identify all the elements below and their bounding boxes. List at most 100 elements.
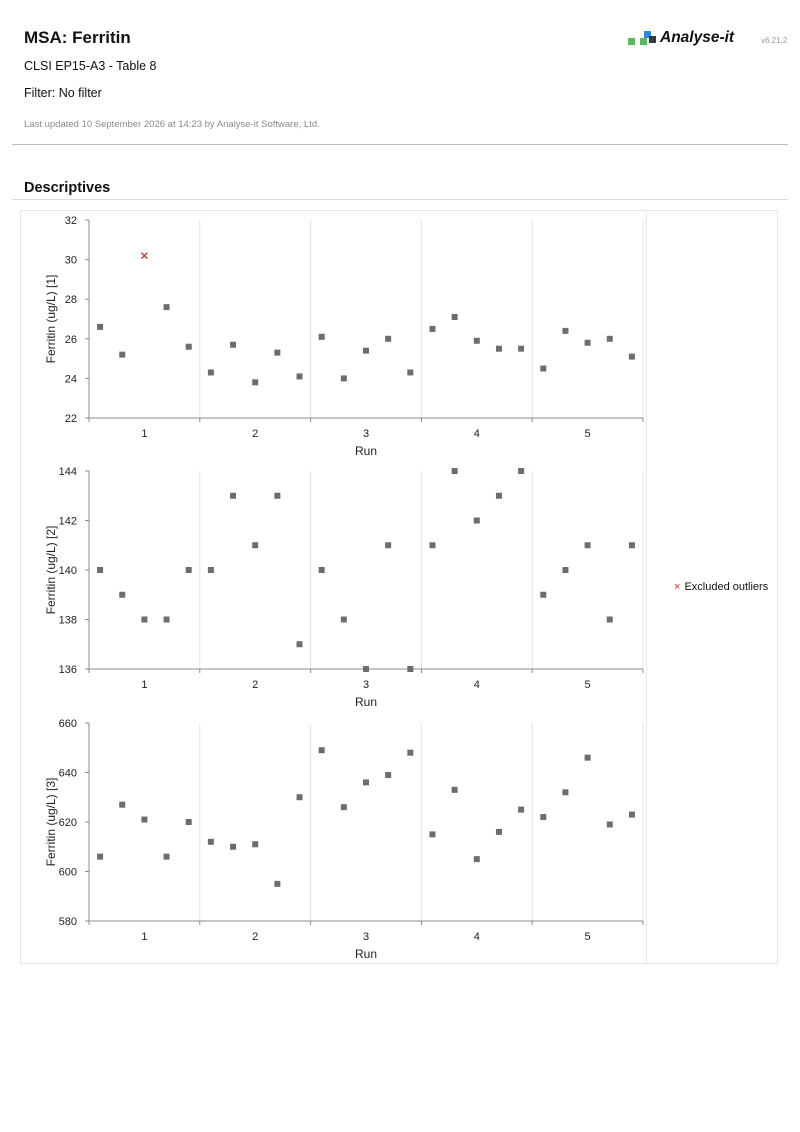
- data-point: [141, 816, 148, 823]
- data-point: [429, 831, 436, 838]
- x-tick-label: 4: [474, 931, 480, 943]
- x-tick-label: 3: [363, 931, 369, 943]
- y-tick-label: 22: [65, 413, 77, 425]
- data-point: [207, 838, 214, 845]
- y-axis-title: Ferritin (ug/L) [3]: [44, 778, 58, 867]
- y-tick-label: 142: [59, 516, 77, 528]
- data-point: [385, 335, 392, 342]
- chart-1: 22 24 26 28 30 32 1 2 3 4 5 Run Ferritin (ug/L) [1]: [44, 215, 644, 458]
- header-divider: [12, 144, 788, 145]
- data-point: [495, 828, 502, 835]
- y-tick-label: 138: [59, 615, 77, 627]
- data-point: [97, 323, 104, 330]
- data-point: [451, 786, 458, 793]
- x-tick-label: 5: [585, 931, 591, 943]
- y-tick-label: 620: [59, 817, 77, 829]
- data-point: [628, 353, 635, 360]
- data-point: [407, 749, 414, 756]
- x-axis-title: Run: [355, 947, 377, 961]
- data-point: [318, 747, 325, 754]
- excluded-outlier-marker-icon: ×: [674, 581, 681, 593]
- data-point: [318, 567, 325, 573]
- y-tick-label: 580: [59, 916, 77, 928]
- excluded-point: [140, 252, 148, 260]
- data-point: [274, 349, 281, 356]
- data-point: [340, 375, 347, 382]
- data-point: [363, 666, 369, 672]
- last-updated-text: Last updated 10 September 2026 at 14:23 …: [24, 119, 320, 130]
- data-point: [97, 853, 104, 860]
- legend-divider: [646, 210, 647, 964]
- data-point: [274, 880, 281, 887]
- section-title: Descriptives: [24, 180, 111, 196]
- data-point: [407, 369, 414, 376]
- data-point: [318, 333, 325, 340]
- data-point: [207, 369, 214, 376]
- data-point: [628, 811, 635, 818]
- x-axis-title: Run: [355, 695, 377, 709]
- legend: × Excluded outliers: [674, 581, 768, 593]
- x-tick-label: 2: [252, 931, 258, 943]
- data-point: [230, 492, 237, 499]
- x-axis-title: Run: [355, 444, 377, 458]
- data-point: [230, 341, 237, 348]
- data-point: [495, 345, 502, 352]
- data-point: [163, 853, 170, 860]
- version-label: v6.21.2: [761, 36, 788, 45]
- data-point: [628, 542, 635, 549]
- x-tick-label: 5: [585, 679, 591, 691]
- data-point: [451, 314, 458, 321]
- y-tick-label: 600: [59, 867, 77, 879]
- data-point: [606, 821, 613, 828]
- y-tick-label: 24: [65, 373, 77, 385]
- data-point: [296, 794, 303, 801]
- data-point: [252, 841, 259, 848]
- data-point: [296, 373, 303, 380]
- data-point: [119, 591, 126, 598]
- data-point: [274, 492, 281, 499]
- data-point: [119, 801, 126, 808]
- data-point: [207, 567, 214, 573]
- data-point: [584, 754, 591, 761]
- data-point: [584, 339, 591, 346]
- data-point: [385, 771, 392, 778]
- x-tick-label: 1: [141, 679, 147, 691]
- x-tick-label: 3: [363, 428, 369, 440]
- data-point: [540, 814, 547, 821]
- data-point: [119, 351, 126, 358]
- data-point: [540, 591, 547, 598]
- data-point: [562, 327, 569, 334]
- data-point: [473, 517, 480, 524]
- data-point: [495, 492, 502, 499]
- data-point: [584, 542, 591, 549]
- data-point: [451, 468, 458, 474]
- data-point: [518, 806, 525, 813]
- data-point: [363, 779, 369, 786]
- brand-name: Analyse-it: [660, 29, 735, 46]
- data-point: [606, 616, 613, 623]
- charts-panel: [20, 210, 778, 964]
- data-point: [562, 789, 569, 796]
- y-tick-label: 144: [59, 466, 77, 478]
- data-point: [97, 567, 104, 573]
- y-tick-label: 640: [59, 768, 77, 780]
- data-point: [473, 856, 480, 863]
- data-point: [518, 345, 525, 352]
- x-tick-label: 3: [363, 679, 369, 691]
- x-tick-label: 4: [474, 428, 480, 440]
- filter-label: Filter: No filter: [24, 86, 102, 100]
- logo-mark-icon: [628, 29, 656, 47]
- data-point: [385, 542, 392, 549]
- y-tick-label: 660: [59, 718, 77, 730]
- data-point: [340, 616, 347, 623]
- data-point: [141, 616, 148, 623]
- chart-3: 580 600 620 640 660 1 2 3 4 5 Run Ferritin (ug/L) […: [44, 718, 644, 961]
- brand-logo: Analyse-it: [628, 28, 734, 48]
- x-tick-label: 2: [252, 428, 258, 440]
- x-tick-label: 4: [474, 679, 480, 691]
- chart-2: 136 138 140 142 144 1 2 3 4 5 Run Ferritin (ug/L) […: [44, 466, 644, 709]
- data-point: [185, 567, 192, 573]
- x-tick-label: 1: [141, 428, 147, 440]
- y-axis-title: Ferritin (ug/L) [1]: [44, 275, 58, 364]
